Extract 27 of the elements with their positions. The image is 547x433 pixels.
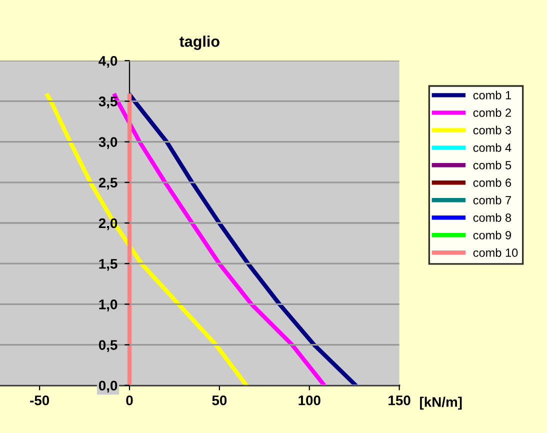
legend-label: comb 3 xyxy=(473,126,512,134)
legend-label: comb 4 xyxy=(473,143,512,152)
chart-title: taglio xyxy=(179,36,220,50)
line-series xyxy=(128,93,358,386)
y-tick-label: 2,0 xyxy=(98,218,118,230)
legend-label: comb 10 xyxy=(473,248,518,257)
x-tick-label: 150 xyxy=(388,395,410,406)
legend-label: comb 2 xyxy=(473,108,511,117)
legend-label: comb 6 xyxy=(473,178,512,187)
x-axis-title: [kN/m] xyxy=(420,396,462,410)
x-tick-label: 100 xyxy=(298,395,320,406)
y-tick-label: 3,5 xyxy=(98,96,118,108)
legend-label: comb 1 xyxy=(473,90,511,100)
y-tick-label: 3,0 xyxy=(98,137,118,149)
y-tick-label: 4,0 xyxy=(98,56,118,68)
x-tick-label: 50 xyxy=(212,395,227,406)
legend-label: comb 7 xyxy=(473,196,511,204)
y-tick-label: 0,0 xyxy=(98,380,118,393)
legend-label: comb 5 xyxy=(473,160,512,170)
y-tick-label: 0,5 xyxy=(98,340,118,352)
y-tick-label: 1,5 xyxy=(99,259,118,271)
legend-label: comb 8 xyxy=(473,213,512,222)
x-tick-label: 0 xyxy=(126,395,133,406)
y-tick-label: 2,5 xyxy=(98,178,118,190)
y-tick-label: 1,0 xyxy=(99,300,118,312)
legend-label: comb 9 xyxy=(473,230,512,240)
x-tick-label: -50 xyxy=(30,395,50,406)
